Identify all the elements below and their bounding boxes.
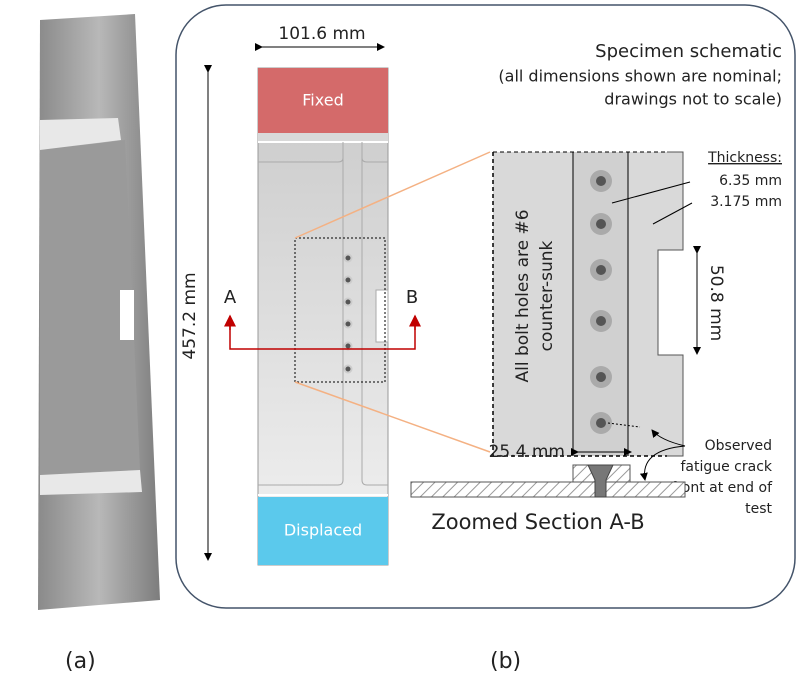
section-title: Zoomed Section A-B	[431, 510, 644, 534]
crack-note: test	[745, 501, 772, 517]
panel-label: (a)	[65, 649, 96, 674]
bolt-note: All bolt holes are #6	[513, 209, 533, 382]
notch-dim: 50.8 mm	[706, 265, 726, 341]
schematic-title: Specimen schematic	[595, 41, 782, 62]
fixed-label: Fixed	[302, 91, 343, 110]
panel-label: (b)	[490, 649, 521, 674]
bolt-note: counter-sunk	[537, 240, 557, 351]
section-end: B	[406, 287, 418, 308]
displaced-label: Displaced	[284, 521, 362, 540]
width-dim: 101.6 mm	[278, 24, 365, 44]
crack-note: fatigue crack	[680, 459, 772, 475]
schematic-note: drawings not to scale)	[604, 90, 782, 109]
offset-dim: 25.4 mm	[489, 442, 565, 462]
thickness-title: Thickness:	[707, 150, 782, 166]
specimen: Fixed Displaced	[258, 68, 388, 565]
figure: (a) (b) Fixed Displaced 101.6 mm 457.2 m…	[0, 0, 799, 681]
zoomed-view: All bolt holes are #6 counter-sunk	[493, 152, 683, 456]
thickness-value: 3.175 mm	[710, 194, 782, 210]
section-view	[411, 465, 685, 497]
crack-note: Observed	[705, 438, 772, 454]
crack-note: front at end of	[671, 480, 773, 496]
length-dim: 457.2 mm	[180, 272, 200, 359]
thickness-value: 6.35 mm	[719, 173, 782, 189]
schematic-note: (all dimensions shown are nominal;	[498, 67, 782, 86]
section-start: A	[224, 287, 237, 308]
specimen-photo	[38, 14, 160, 610]
